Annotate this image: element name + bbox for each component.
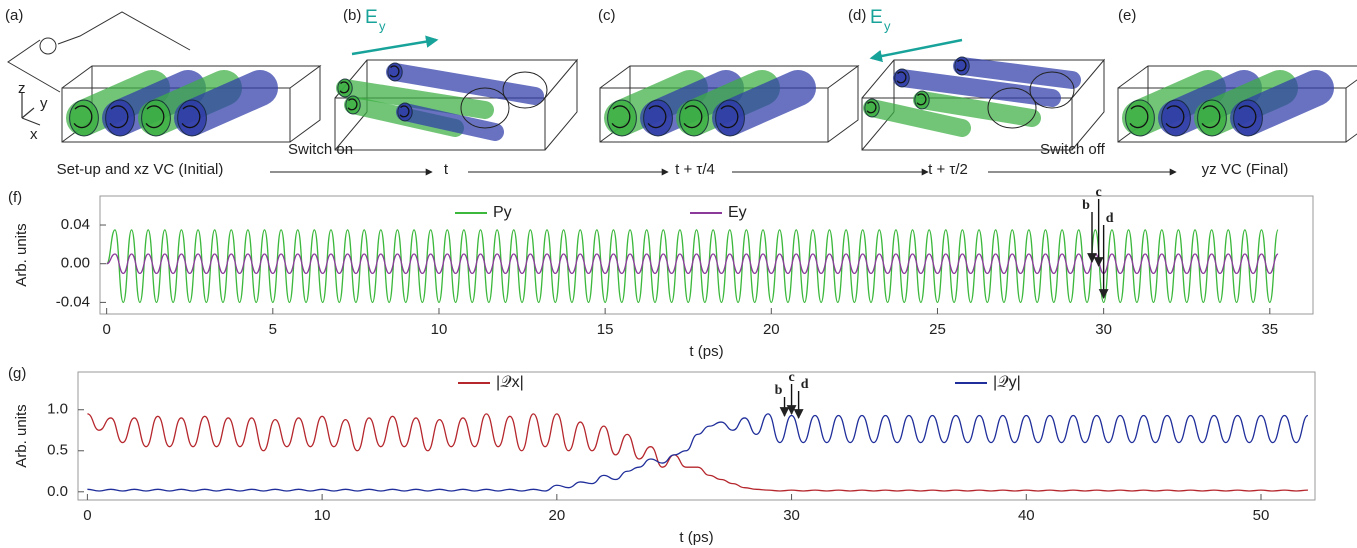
x-tick-label: 35: [1261, 321, 1278, 338]
x-tick-label: 20: [548, 507, 565, 524]
y-tick-label: 0.5: [47, 442, 68, 459]
field-subscript: y: [379, 18, 386, 33]
annotation-label: c: [1096, 185, 1102, 200]
panel-label: (a): [5, 7, 23, 24]
x-tick-label: 30: [783, 507, 800, 524]
x-tick-label: 20: [763, 321, 780, 338]
annotation-label: b: [1082, 198, 1090, 213]
cylinder-end: [178, 100, 207, 136]
y-tick-label: 1.0: [47, 401, 68, 418]
cylinder-end: [644, 100, 673, 136]
field-subscript: y: [884, 18, 891, 33]
y-tick-label: 0.0: [47, 483, 68, 500]
legend-label: Py: [493, 204, 512, 221]
transition-label: Switch off: [1040, 141, 1106, 158]
x-tick-label: 0: [102, 321, 110, 338]
x-tick-label: 40: [1018, 507, 1035, 524]
panel-label: (d): [848, 7, 866, 24]
axis-letter: z: [18, 80, 26, 97]
x-tick-label: 10: [431, 321, 448, 338]
panel-caption: t + τ/2: [928, 161, 968, 178]
cylinder-end: [142, 100, 171, 136]
panel-caption: t + τ/4: [675, 161, 715, 178]
annotation-label: d: [1106, 211, 1114, 226]
field-arrow: [872, 40, 962, 58]
cylinder-end: [70, 100, 99, 136]
y-axis-label: Arb. units: [13, 404, 30, 467]
ac-source: [40, 38, 56, 54]
cylinder-end: [106, 100, 135, 136]
transition-label: Switch on: [288, 141, 353, 158]
field-symbol: E: [365, 7, 378, 28]
cylinder-end: [716, 100, 745, 136]
field-arrow: [352, 40, 436, 54]
y-tick-label: 0.04: [61, 216, 90, 233]
legend-label: |𝒬x|: [496, 374, 524, 391]
field-symbol: E: [870, 7, 883, 28]
y-tick-label: -0.04: [56, 293, 90, 310]
panel-label: (b): [343, 7, 361, 24]
cylinder-end: [680, 100, 709, 136]
legend-label: Ey: [728, 204, 747, 221]
annotation-label: c: [788, 370, 794, 385]
panel-caption: yz VC (Final): [1202, 161, 1289, 178]
x-tick-label: 5: [269, 321, 277, 338]
annotation-label: b: [775, 383, 783, 398]
series-line: [87, 414, 1308, 491]
cylinder-end: [1234, 100, 1263, 136]
x-axis-label: t (ps): [679, 529, 713, 546]
x-tick-label: 25: [929, 321, 946, 338]
panel-caption: Set-up and xz VC (Initial): [57, 161, 224, 178]
panel-label: (g): [8, 365, 26, 382]
x-tick-label: 15: [597, 321, 614, 338]
y-tick-label: 0.00: [61, 255, 90, 272]
x-tick-label: 0: [83, 507, 91, 524]
cylinder-end: [1162, 100, 1191, 136]
figure: zyx(a)Set-up and xz VC (Initial)(b)tEy(c…: [0, 0, 1357, 548]
plot-frame: [78, 372, 1315, 500]
cylinder-end: [1126, 100, 1155, 136]
x-tick-label: 50: [1253, 507, 1270, 524]
panel-label: (f): [8, 189, 22, 206]
x-tick-label: 10: [314, 507, 331, 524]
cylinder-end: [1198, 100, 1227, 136]
x-axis-label: t (ps): [689, 343, 723, 360]
axis-letter: x: [30, 126, 38, 143]
panel-label: (e): [1118, 7, 1136, 24]
x-tick-label: 30: [1095, 321, 1112, 338]
axis-letter: y: [40, 95, 48, 112]
annotation-label: d: [801, 377, 809, 392]
cylinder-end: [608, 100, 637, 136]
panel-label: (c): [598, 7, 616, 24]
legend-label: |𝒬y|: [993, 374, 1021, 391]
panel-caption: t: [444, 161, 449, 178]
cylinder: [962, 66, 1072, 80]
y-axis-label: Arb. units: [13, 223, 30, 286]
